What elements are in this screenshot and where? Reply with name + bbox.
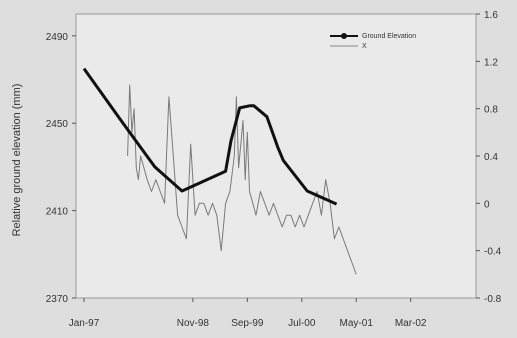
y-tick-label: 2490 [46, 32, 69, 43]
x-tick-label: Sep-99 [231, 318, 264, 329]
y2-tick-label: -0.8 [484, 294, 502, 305]
y-tick-label: 2370 [46, 294, 69, 305]
legend-label-x: X [362, 43, 367, 50]
legend: Ground Elevation X [330, 33, 416, 50]
y2-tick-label: 0.4 [484, 152, 498, 163]
y2-tick-label: 0 [484, 199, 490, 210]
legend-label-ground-elevation: Ground Elevation [362, 33, 416, 40]
y-tick-label: 2450 [46, 119, 69, 130]
y2-tick-label: 0.8 [484, 105, 498, 116]
legend-marker-ground-elevation [341, 33, 347, 39]
plot-area [75, 13, 477, 299]
y2-tick-label: 1.2 [484, 57, 498, 68]
y2-tick-label: 1.6 [484, 10, 498, 21]
series-line-1 [127, 84, 357, 275]
x-tick-label: Mar-02 [395, 318, 427, 329]
x-tick-label: Jan-97 [69, 318, 100, 329]
x-tick-label: May-01 [340, 318, 374, 329]
y2-tick-label: -0.4 [484, 247, 502, 258]
series-line-0 [82, 67, 338, 206]
x-tick-label: Nov-98 [177, 318, 210, 329]
x-tick-label: Jul-00 [288, 318, 316, 329]
y-axis-title: Relative ground elevation (mm) [11, 84, 23, 237]
y-tick-label: 2410 [46, 207, 69, 218]
